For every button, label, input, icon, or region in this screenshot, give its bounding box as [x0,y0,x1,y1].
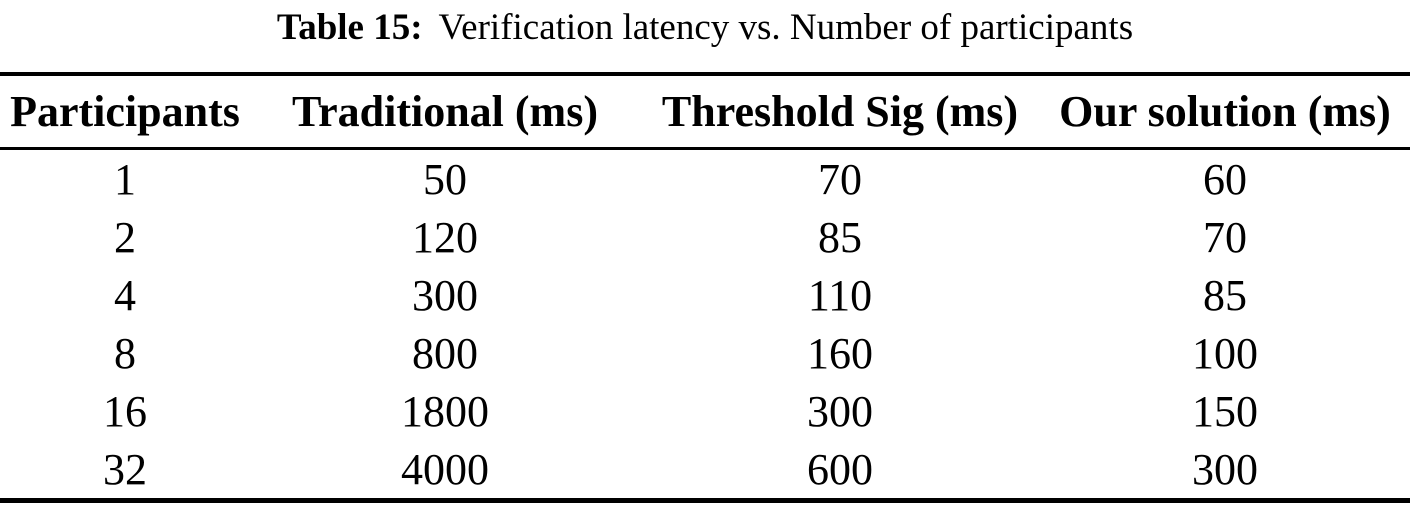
cell-our-solution: 70 [1203,212,1247,262]
cell-traditional: 800 [412,328,478,378]
cell-traditional: 1800 [401,386,489,436]
table-row: 2 120 85 70 [0,208,1410,266]
caption-text: Verification latency vs. Number of parti… [438,7,1134,48]
table-row: 1 50 70 60 [0,149,1410,209]
cell-our-solution: 150 [1192,386,1258,436]
header-row: Participants Traditional (ms) Threshold … [0,74,1410,150]
cell-traditional: 4000 [401,444,489,494]
caption-label: Table 15: [276,7,423,48]
cell-threshold-sig: 70 [818,154,862,204]
column-header-our-solution: Our solution (ms) [1040,74,1410,150]
table-caption: Table 15: Verification latency vs. Number… [0,2,1410,54]
cell-participants: 16 [103,386,147,436]
cell-our-solution: 85 [1203,270,1247,320]
cell-threshold-sig: 160 [807,328,873,378]
cell-our-solution: 100 [1192,328,1258,378]
cell-threshold-sig: 600 [807,444,873,494]
table-row: 8 800 160 100 [0,324,1410,382]
cell-traditional: 120 [412,212,478,262]
table-row: 32 4000 600 300 [0,440,1410,501]
table-row: 4 300 110 85 [0,266,1410,324]
cell-threshold-sig: 300 [807,386,873,436]
table-row: 16 1800 300 150 [0,382,1410,440]
latency-table: Participants Traditional (ms) Threshold … [0,72,1410,503]
cell-participants: 8 [114,328,136,378]
cell-threshold-sig: 85 [818,212,862,262]
cell-our-solution: 300 [1192,444,1258,494]
column-header-participants: Participants [0,74,250,150]
cell-participants: 4 [114,270,136,320]
cell-our-solution: 60 [1203,154,1247,204]
cell-traditional: 300 [412,270,478,320]
cell-participants: 2 [114,212,136,262]
column-header-threshold-sig: Threshold Sig (ms) [640,74,1040,150]
column-header-traditional: Traditional (ms) [250,74,640,150]
cell-participants: 32 [103,444,147,494]
cell-threshold-sig: 110 [807,270,873,320]
cell-participants: 1 [114,154,136,204]
cell-traditional: 50 [423,154,467,204]
